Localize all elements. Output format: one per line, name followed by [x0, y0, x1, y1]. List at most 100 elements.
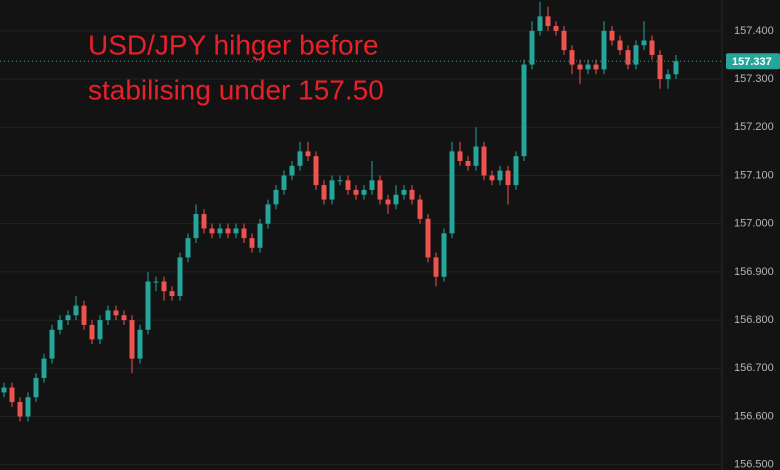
candle-body	[417, 199, 423, 219]
candle-body	[313, 156, 319, 186]
y-tick-label: 157.100	[734, 169, 774, 181]
candle-body	[1, 387, 7, 393]
candle-body	[577, 64, 583, 70]
candle-body	[177, 257, 183, 296]
candle-body	[529, 30, 535, 65]
candle-body	[153, 281, 159, 283]
y-tick-label: 157.300	[734, 73, 774, 85]
y-tick-label: 157.200	[734, 121, 774, 133]
last-price-tag	[726, 53, 780, 70]
candle-body	[513, 156, 519, 186]
candle-body	[273, 189, 279, 205]
y-tick-label: 157.400	[734, 25, 774, 37]
candle-body	[129, 320, 135, 359]
candle-body	[41, 358, 47, 378]
candle-body	[433, 257, 439, 277]
candle-body	[553, 26, 559, 31]
candle-body	[569, 50, 575, 65]
candle-body	[233, 228, 239, 234]
candle-body	[649, 40, 655, 55]
candle-body	[369, 180, 375, 190]
candle-body	[609, 30, 615, 41]
candle-body	[561, 30, 567, 51]
candle-body	[593, 64, 599, 70]
candle-body	[81, 305, 87, 325]
candle-body	[321, 185, 327, 200]
candle-body	[385, 199, 391, 205]
candle-body	[497, 170, 503, 181]
candle-body	[33, 377, 39, 398]
candle-body	[305, 151, 311, 157]
candle-body	[185, 238, 191, 258]
candle-body	[9, 387, 15, 403]
candle-body	[257, 223, 263, 248]
candle-body	[137, 329, 143, 359]
candle-body	[105, 310, 111, 321]
candle-body	[89, 324, 95, 340]
candle-body	[25, 397, 31, 417]
y-tick-label: 156.800	[734, 314, 774, 326]
candle-body	[617, 40, 623, 51]
candle-body	[633, 45, 639, 65]
candle-body	[161, 281, 167, 292]
candle-body	[377, 180, 383, 200]
candle-body	[657, 54, 663, 80]
y-tick-label: 156.700	[734, 362, 774, 374]
candle-body	[361, 189, 367, 195]
candle-body	[545, 16, 551, 27]
candle-body	[665, 74, 671, 80]
candle-body	[457, 151, 463, 162]
y-tick-label: 156.600	[734, 410, 774, 422]
candle-body	[217, 228, 223, 234]
candle-body	[585, 64, 591, 70]
y-tick-label: 156.500	[734, 459, 774, 470]
candle-body	[409, 189, 415, 200]
candle-body	[145, 281, 151, 330]
candle-body	[473, 146, 479, 166]
candle-body	[601, 30, 607, 70]
candle-body	[193, 214, 199, 239]
candle-body	[281, 175, 287, 190]
y-tick-label: 157.000	[734, 218, 774, 230]
candle-body	[201, 214, 207, 229]
candle-body	[241, 228, 247, 239]
y-tick-label: 156.900	[734, 266, 774, 278]
candle-body	[329, 180, 335, 200]
candle-body	[625, 50, 631, 65]
candle-body	[353, 189, 359, 195]
candle-body	[169, 291, 175, 296]
candle-body	[393, 194, 399, 205]
candle-body	[441, 233, 447, 277]
candle-body	[17, 402, 23, 417]
annotation: USD/JPY hihger before	[88, 29, 379, 60]
candle-body	[345, 180, 351, 190]
candle-body	[49, 329, 55, 359]
candle-body	[289, 165, 295, 176]
candle-body	[641, 40, 647, 46]
annotation: stabilising under 157.50	[88, 74, 384, 105]
candle-body	[73, 305, 79, 316]
candle-body	[97, 320, 103, 340]
candle-body	[401, 189, 407, 195]
candle-body	[521, 64, 527, 157]
candle-body	[537, 16, 543, 31]
last-price-label: 157.337	[732, 56, 772, 68]
candle-body	[449, 151, 455, 234]
candle-body	[121, 315, 127, 321]
candle-body	[113, 310, 119, 316]
candle-body	[225, 228, 231, 234]
candle-body	[265, 204, 271, 224]
candle-body	[425, 218, 431, 258]
candle-body	[65, 315, 71, 321]
candle-body	[673, 61, 679, 75]
candle-body	[57, 320, 63, 330]
candle-body	[489, 175, 495, 181]
candle-body	[505, 170, 511, 186]
candle-body	[297, 151, 303, 166]
candle-body	[337, 180, 343, 182]
candle-body	[481, 146, 487, 176]
candle-body	[209, 228, 215, 234]
